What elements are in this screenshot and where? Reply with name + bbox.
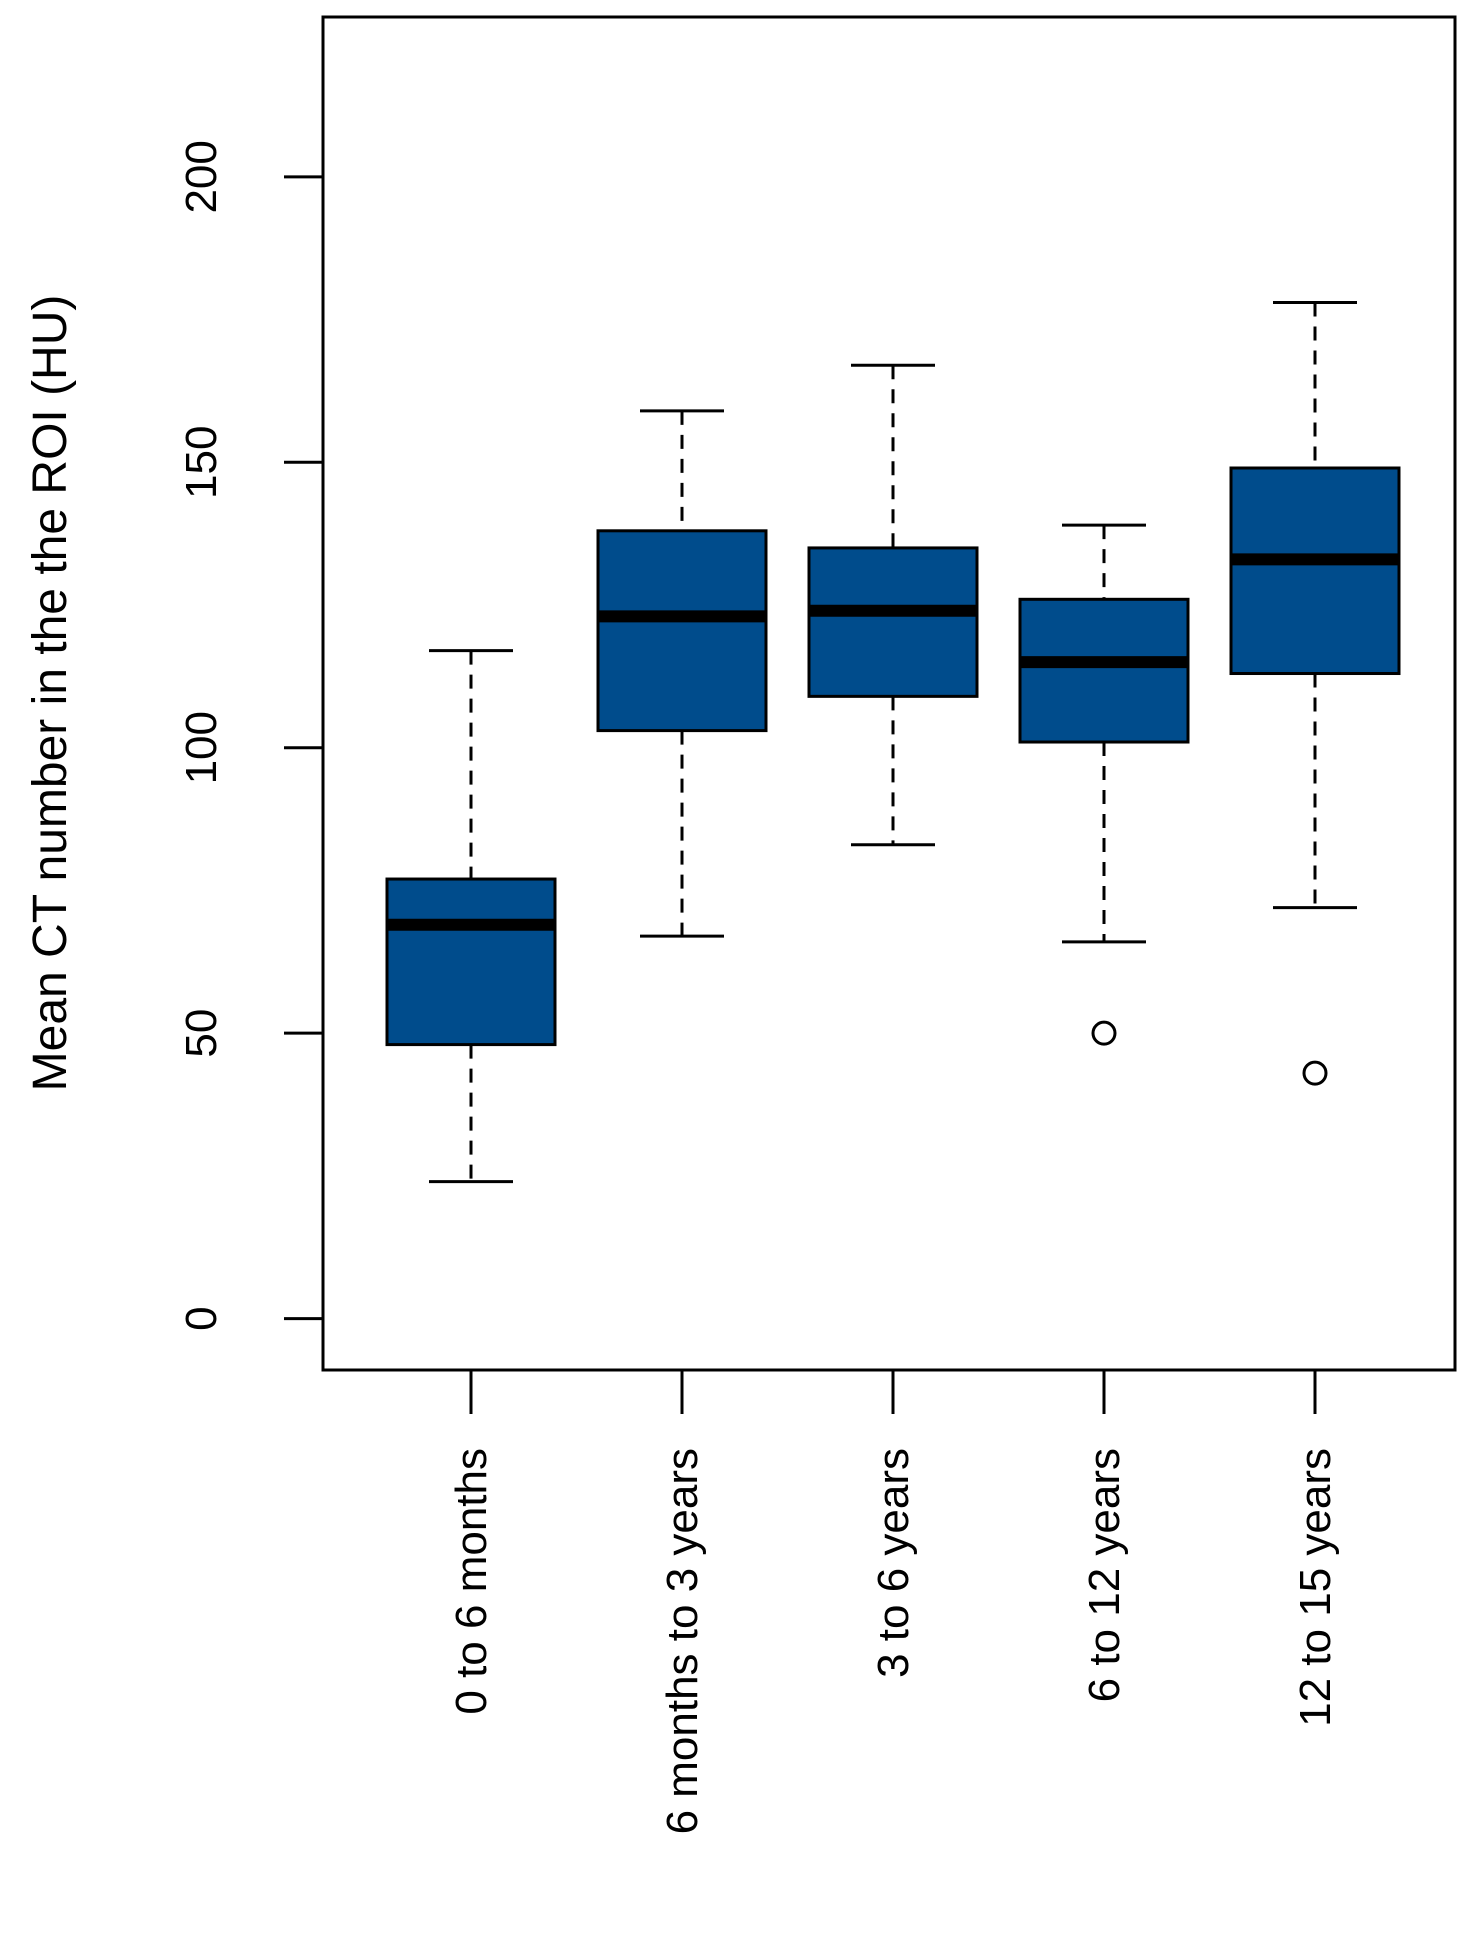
box-series — [385, 300, 1401, 1184]
iqr-box — [807, 546, 979, 698]
y-tick-label: 0 — [177, 1306, 226, 1330]
x-axis: 0 to 6 months 6 months to 3 years 3 to 6 y… — [447, 1370, 1340, 1834]
x-tick-label: 6 months to 3 years — [658, 1448, 707, 1834]
box-5 — [1229, 300, 1401, 1086]
iqr-box — [1229, 466, 1401, 676]
box-1 — [385, 649, 557, 1184]
y-axis: 0 50 100 150 200 — [177, 140, 323, 1331]
x-tick-label: 0 to 6 months — [447, 1448, 496, 1715]
y-tick-label: 150 — [177, 426, 226, 499]
iqr-box — [385, 877, 557, 1047]
box-3 — [807, 363, 979, 847]
y-axis-title: Mean CT number in the the ROI (HU) — [24, 295, 77, 1092]
box-2 — [596, 409, 768, 938]
outlier-point — [1091, 1020, 1117, 1046]
iqr-box — [596, 529, 768, 733]
y-tick-label: 50 — [177, 1009, 226, 1058]
outlier-point — [1302, 1060, 1328, 1086]
iqr-box — [1018, 597, 1190, 744]
x-tick-label: 3 to 6 years — [869, 1448, 918, 1678]
plot-frame — [321, 15, 1457, 1372]
x-tick-label: 12 to 15 years — [1291, 1448, 1340, 1727]
box-4 — [1018, 523, 1190, 1046]
x-tick-label: 6 to 12 years — [1080, 1448, 1129, 1702]
y-tick-label: 100 — [177, 711, 226, 784]
y-tick-label: 200 — [177, 140, 226, 213]
